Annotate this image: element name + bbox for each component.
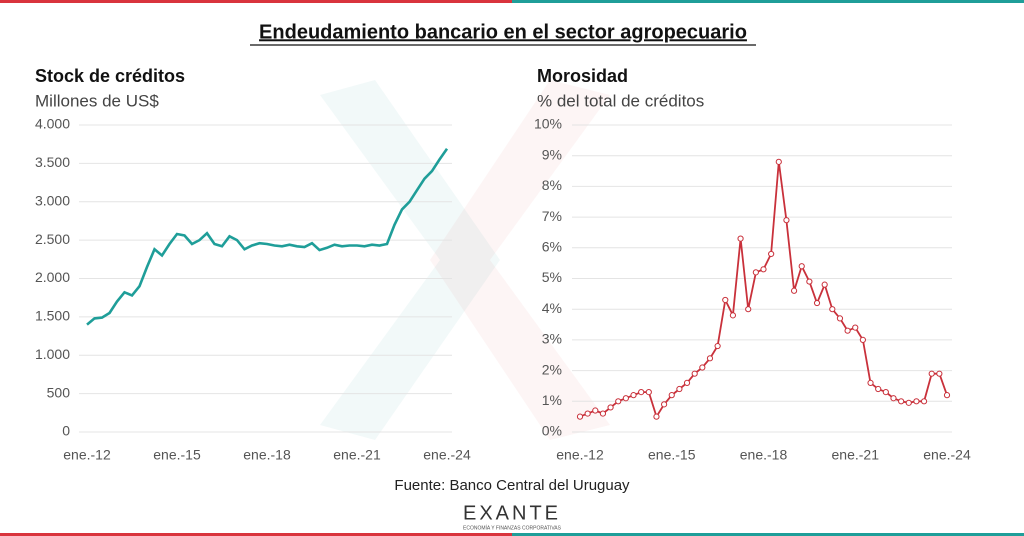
y-tick-label: 2.500 bbox=[35, 231, 70, 247]
chart-title: Stock de créditos bbox=[35, 66, 185, 86]
data-point bbox=[592, 407, 599, 414]
data-point bbox=[668, 392, 675, 399]
x-tick-label: ene.-12 bbox=[556, 447, 604, 463]
x-tick-label: ene.-18 bbox=[243, 447, 291, 463]
bottom-bar-red bbox=[0, 533, 512, 536]
source: Fuente: Banco Central del Uruguay bbox=[394, 477, 630, 494]
data-point bbox=[607, 404, 614, 411]
page-title: Endeudamiento bancario en el sector agro… bbox=[259, 21, 747, 43]
data-point bbox=[920, 398, 928, 405]
y-tick-label: 0% bbox=[542, 423, 562, 439]
x-tick-label: ene.-24 bbox=[923, 447, 971, 463]
x-tick-label: ene.-15 bbox=[153, 447, 201, 463]
data-point bbox=[722, 296, 729, 304]
data-point bbox=[905, 399, 912, 406]
brand: EXANTE bbox=[463, 502, 561, 524]
y-tick-label: 0 bbox=[62, 423, 70, 439]
data-point bbox=[584, 410, 591, 417]
data-point bbox=[714, 342, 721, 350]
data-point bbox=[829, 306, 836, 313]
data-point bbox=[599, 410, 607, 417]
top-bar-red bbox=[0, 0, 512, 3]
top-bar-teal bbox=[512, 0, 1024, 3]
data-point bbox=[821, 281, 828, 288]
data-point bbox=[760, 266, 767, 273]
data-point bbox=[683, 379, 691, 386]
y-tick-label: 1.000 bbox=[35, 346, 70, 362]
bottom-bar-teal bbox=[512, 533, 1024, 536]
y-tick-label: 3.000 bbox=[35, 192, 70, 208]
y-tick-label: 4% bbox=[542, 300, 562, 316]
data-point bbox=[798, 263, 805, 270]
data-point bbox=[806, 278, 813, 285]
data-point bbox=[775, 158, 782, 165]
data-line bbox=[86, 148, 449, 326]
data-point bbox=[752, 269, 759, 276]
data-point bbox=[645, 388, 652, 396]
data-line bbox=[579, 161, 948, 419]
y-tick-label: 2.000 bbox=[35, 269, 70, 285]
data-point bbox=[768, 250, 775, 258]
y-tick-label: 1.500 bbox=[35, 308, 70, 324]
data-point bbox=[852, 324, 859, 331]
data-point bbox=[745, 306, 752, 313]
x-tick-label: ene.-15 bbox=[648, 447, 696, 463]
data-point bbox=[813, 299, 821, 307]
data-point bbox=[875, 385, 882, 393]
data-point bbox=[661, 401, 668, 408]
data-point bbox=[676, 385, 683, 393]
chart-title: Morosidad bbox=[537, 66, 628, 86]
y-tick-label: 1% bbox=[542, 392, 562, 408]
data-point bbox=[706, 355, 714, 362]
data-point bbox=[867, 379, 874, 386]
data-point bbox=[836, 315, 844, 322]
y-tick-label: 3% bbox=[542, 331, 562, 347]
data-point bbox=[638, 388, 645, 396]
watermark-right bbox=[430, 80, 610, 440]
y-tick-label: 3.500 bbox=[35, 154, 70, 170]
data-point bbox=[729, 312, 737, 319]
data-point bbox=[615, 398, 622, 405]
data-point bbox=[844, 327, 851, 334]
data-point bbox=[622, 395, 629, 402]
data-point bbox=[936, 370, 943, 377]
data-point bbox=[691, 370, 698, 377]
chart-subtitle: % del total de créditos bbox=[537, 91, 704, 110]
data-point bbox=[882, 388, 889, 396]
x-tick-label: ene.-21 bbox=[333, 447, 381, 463]
y-tick-label: 10% bbox=[534, 116, 562, 132]
data-point bbox=[928, 370, 935, 377]
x-tick-label: ene.-24 bbox=[423, 447, 471, 463]
data-point bbox=[913, 398, 920, 405]
y-tick-label: 6% bbox=[542, 239, 562, 255]
data-point bbox=[790, 287, 798, 294]
data-point bbox=[630, 392, 637, 399]
y-tick-label: 500 bbox=[47, 384, 71, 400]
data-point bbox=[890, 395, 897, 402]
data-point bbox=[898, 398, 905, 405]
data-point bbox=[653, 413, 660, 420]
y-tick-label: 9% bbox=[542, 146, 562, 162]
data-point bbox=[943, 392, 951, 399]
chart-subtitle: Millones de US$ bbox=[35, 91, 159, 110]
y-tick-label: 8% bbox=[542, 177, 562, 193]
y-tick-label: 5% bbox=[542, 269, 562, 285]
watermark-left bbox=[320, 80, 500, 440]
x-tick-label: ene.-12 bbox=[63, 447, 111, 463]
y-tick-label: 2% bbox=[542, 361, 562, 377]
data-point bbox=[576, 413, 584, 420]
x-tick-label: ene.-21 bbox=[832, 447, 880, 463]
x-tick-label: ene.-18 bbox=[740, 447, 788, 463]
brand-tagline: ECONOMÍA Y FINANZAS CORPORATIVAS bbox=[463, 524, 562, 531]
data-point bbox=[783, 217, 790, 224]
y-tick-label: 4.000 bbox=[35, 116, 70, 132]
data-point bbox=[699, 364, 706, 371]
data-point bbox=[737, 235, 744, 242]
data-point bbox=[859, 336, 866, 343]
y-tick-label: 7% bbox=[542, 208, 562, 224]
